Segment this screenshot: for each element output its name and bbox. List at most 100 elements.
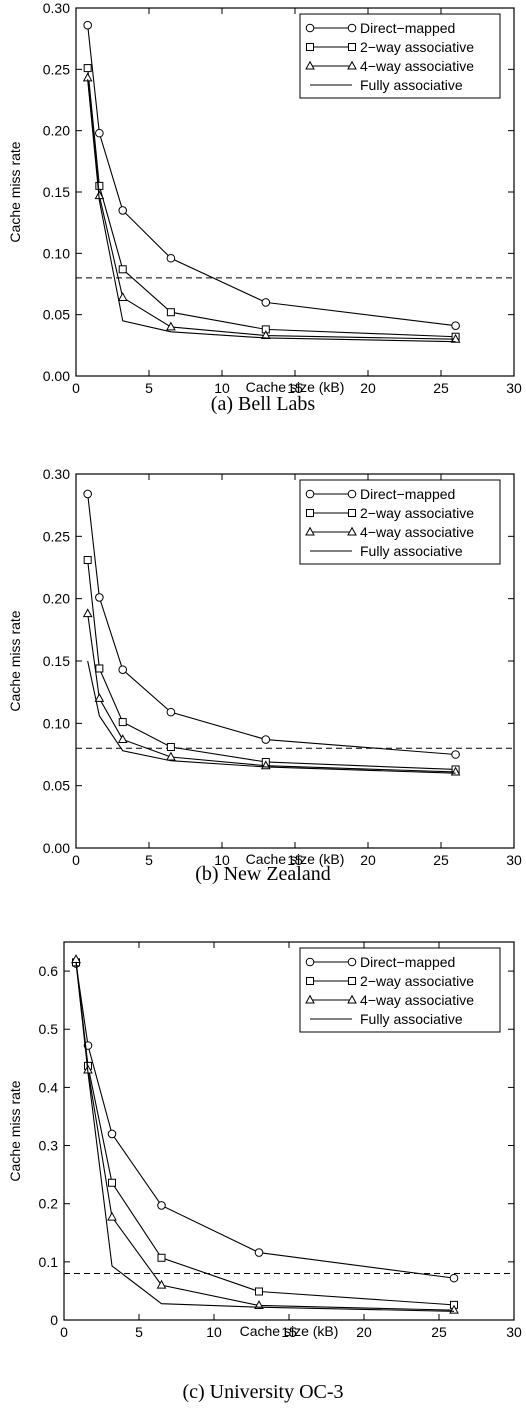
legend-label: Fully associative — [360, 77, 463, 93]
legend-marker — [347, 994, 357, 1004]
x-tick-label: 15 — [287, 852, 303, 868]
data-point — [166, 743, 175, 752]
series-none — [87, 79, 456, 343]
data-point — [83, 64, 92, 73]
chart-panel-2: 0 5 10 15 20 25 30 0.00 0.05 0.10 0.15 0.20 0.25 0.30… — [7, 466, 522, 885]
y-tick-label: 0.10 — [43, 715, 70, 731]
chart-panel-3: 0 5 10 15 20 25 30 0 0.1 0.2 0.3 0.4 0.5 0.6 Cache siz… — [7, 941, 522, 1403]
legend-marker — [348, 977, 356, 985]
data-point — [450, 333, 461, 343]
legend-marker — [348, 509, 356, 517]
data-point — [95, 664, 104, 673]
legend-label: Direct−mapped — [360, 20, 455, 36]
legend: Direct−mapped 2−way associative 4−way asso… — [299, 479, 501, 565]
y-tick-label: 0.00 — [43, 368, 70, 384]
y-tick-label: 0 — [50, 1312, 58, 1328]
figure-caption: (a) Bell Labs — [211, 393, 316, 415]
data-point — [108, 1178, 116, 1187]
x-axis-label: Cache size (kB) — [246, 851, 345, 867]
series-line — [87, 559, 456, 771]
series-triangle — [82, 72, 461, 343]
series-circle — [83, 20, 460, 331]
legend-marker — [347, 23, 357, 33]
x-tick-label: 30 — [506, 852, 522, 868]
series-none — [75, 961, 455, 1312]
legend: Direct−mapped 2−way associative 4−way asso… — [299, 13, 501, 99]
y-tick-label: 0.30 — [43, 0, 70, 16]
data-point — [156, 1279, 167, 1289]
x-tick-label: 0 — [72, 852, 80, 868]
data-point — [95, 128, 104, 138]
legend-marker — [305, 957, 315, 967]
chart-panel-1: 0 5 10 15 20 25 30 0.00 0.05 0.10 0.15 0.20 0.25 0.30… — [7, 0, 522, 415]
x-tick-label: 20 — [360, 380, 376, 396]
x-tick-label: 15 — [287, 380, 303, 396]
y-tick-label: 0.5 — [39, 1021, 59, 1037]
y-tick-label: 0.1 — [39, 1254, 59, 1270]
x-tick-label: 25 — [431, 1324, 447, 1340]
legend-label: 4−way associative — [360, 524, 474, 540]
y-tick-label: 0.20 — [43, 591, 70, 607]
legend-label: Fully associative — [360, 1011, 463, 1027]
legend-marker — [348, 43, 356, 51]
series-line — [87, 25, 456, 327]
y-tick-label: 0.05 — [43, 778, 70, 794]
y-tick-label: 0.2 — [39, 1196, 59, 1212]
x-tick-label: 30 — [506, 1324, 522, 1340]
series-line — [87, 79, 456, 343]
x-tick-label: 5 — [135, 1324, 143, 1340]
legend-marker — [305, 23, 315, 33]
legend-marker — [305, 994, 315, 1004]
legend: Direct−mapped 2−way associative 4−way asso… — [299, 947, 501, 1033]
x-tick-label: 10 — [214, 852, 230, 868]
x-tick-label: 25 — [433, 852, 449, 868]
legend-marker — [347, 957, 357, 967]
y-tick-label: 0.3 — [39, 1138, 59, 1154]
legend-marker — [347, 489, 357, 499]
data-point — [118, 265, 127, 274]
legend-marker — [306, 977, 314, 985]
y-tick-label: 0.10 — [43, 245, 70, 261]
figure-caption: (c) University OC-3 — [182, 1381, 343, 1403]
data-point — [95, 593, 104, 602]
legend-marker — [347, 60, 357, 70]
x-tick-label: 15 — [281, 1324, 297, 1340]
legend-marker — [305, 526, 315, 536]
y-axis-label: Cache miss rate — [7, 141, 23, 242]
legend-label: Fully associative — [360, 543, 463, 559]
data-point — [83, 489, 92, 499]
y-tick-label: 0.6 — [39, 963, 59, 979]
data-point — [261, 735, 271, 744]
x-tick-label: 20 — [356, 1324, 372, 1340]
y-axis-label: Cache miss rate — [7, 1080, 23, 1181]
data-point — [451, 321, 460, 331]
y-tick-label: 0.15 — [43, 653, 70, 669]
legend-marker — [306, 43, 314, 51]
data-point — [166, 321, 176, 331]
x-axis-label: Cache size (kB) — [246, 379, 345, 395]
series-line — [75, 963, 455, 1279]
x-tick-label: 10 — [214, 380, 230, 396]
x-tick-label: 10 — [206, 1324, 222, 1340]
legend-marker — [347, 526, 357, 536]
data-point — [107, 1211, 117, 1221]
legend-label: 4−way associative — [360, 992, 474, 1008]
series-square — [83, 64, 460, 341]
series-circle — [83, 489, 460, 759]
data-point — [83, 556, 92, 565]
series-line — [87, 77, 456, 340]
x-tick-label: 0 — [60, 1324, 68, 1340]
data-point — [451, 750, 460, 759]
y-tick-label: 0.15 — [43, 184, 70, 200]
data-point — [94, 693, 105, 702]
legend-marker — [305, 60, 315, 70]
x-axis-label: Cache size (kB) — [240, 1323, 339, 1339]
y-axis-label: Cache miss rate — [7, 610, 23, 711]
data-point — [118, 665, 128, 675]
legend-label: 2−way associative — [360, 973, 474, 989]
data-point — [157, 1201, 166, 1210]
series-line — [87, 660, 456, 774]
figure-caption: (b) New Zealand — [195, 863, 331, 885]
series-line — [87, 68, 456, 338]
